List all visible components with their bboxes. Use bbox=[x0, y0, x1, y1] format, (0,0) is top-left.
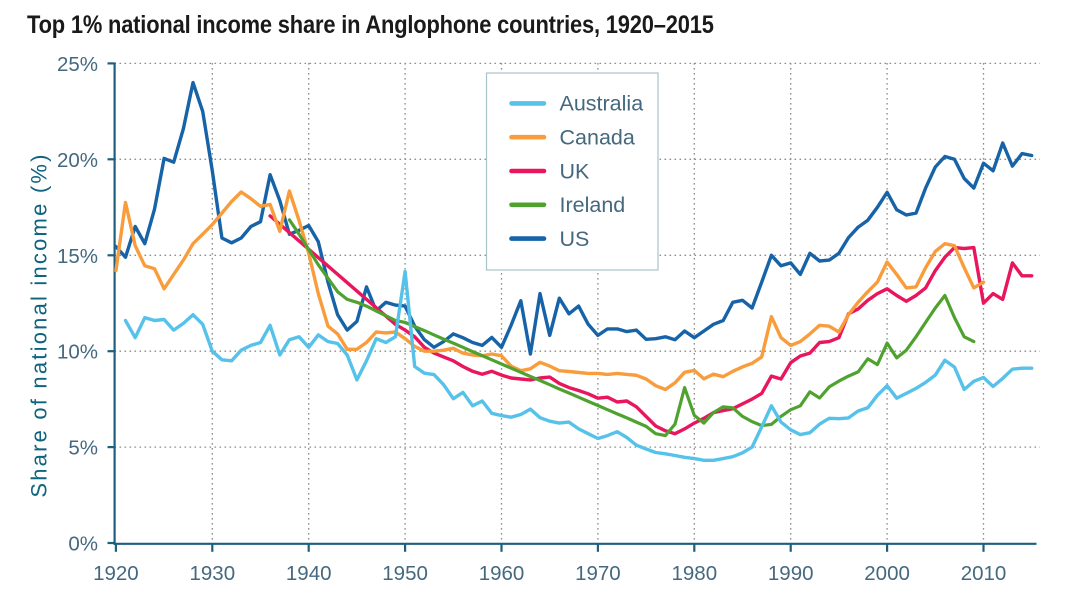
svg-text:UK: UK bbox=[560, 159, 591, 183]
svg-text:Share of national income (%): Share of national income (%) bbox=[27, 152, 52, 497]
svg-text:20%: 20% bbox=[57, 149, 98, 172]
svg-text:0%: 0% bbox=[68, 533, 98, 556]
svg-text:2010: 2010 bbox=[961, 562, 1007, 585]
svg-text:25%: 25% bbox=[57, 53, 98, 76]
svg-text:2000: 2000 bbox=[864, 562, 910, 585]
svg-text:Canada: Canada bbox=[560, 126, 635, 150]
svg-text:Ireland: Ireland bbox=[560, 193, 626, 217]
svg-text:1930: 1930 bbox=[189, 562, 235, 585]
svg-text:Australia: Australia bbox=[560, 92, 644, 116]
svg-text:1990: 1990 bbox=[768, 562, 814, 585]
svg-text:1970: 1970 bbox=[575, 562, 621, 585]
svg-text:US: US bbox=[560, 227, 590, 251]
svg-text:1920: 1920 bbox=[93, 562, 139, 585]
svg-text:5%: 5% bbox=[68, 437, 98, 460]
svg-text:1950: 1950 bbox=[382, 562, 428, 585]
svg-text:1980: 1980 bbox=[671, 562, 717, 585]
svg-text:1960: 1960 bbox=[479, 562, 525, 585]
svg-text:1940: 1940 bbox=[286, 562, 332, 585]
svg-text:15%: 15% bbox=[57, 245, 98, 268]
svg-text:10%: 10% bbox=[57, 341, 98, 364]
